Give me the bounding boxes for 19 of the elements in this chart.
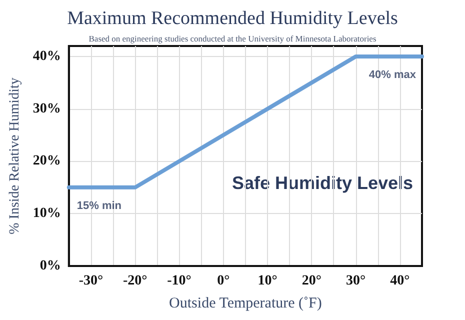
y-tick-label: 10% xyxy=(32,206,61,222)
y-tick-label: 0% xyxy=(40,258,61,274)
y-tick-label: 40% xyxy=(32,48,61,64)
y-tick-label: 30% xyxy=(32,101,61,116)
y-axis-title: % Inside Relative Humidity xyxy=(8,78,22,234)
x-tick-label: -10° xyxy=(167,274,192,288)
x-axis-title: Outside Temperature (˚F) xyxy=(169,296,322,312)
annotation: 15% min xyxy=(76,200,122,212)
x-tick-label: 0° xyxy=(217,274,230,288)
x-tick-label: 30° xyxy=(346,274,366,288)
x-tick-label: -30° xyxy=(78,274,104,288)
y-tick-label: 20% xyxy=(32,154,61,169)
annotation: 40% max xyxy=(368,68,417,81)
chart-title: Maximum Recommended Humidity Levels xyxy=(67,8,398,29)
x-tick-label: -20° xyxy=(122,274,148,288)
x-tick-label: 10° xyxy=(258,274,278,288)
chart-subtitle: Based on engineering studies conducted at the University of Minnesota Laboratories xyxy=(88,34,376,44)
x-tick-label: 40° xyxy=(390,274,410,288)
x-tick-label: 20° xyxy=(302,274,322,288)
